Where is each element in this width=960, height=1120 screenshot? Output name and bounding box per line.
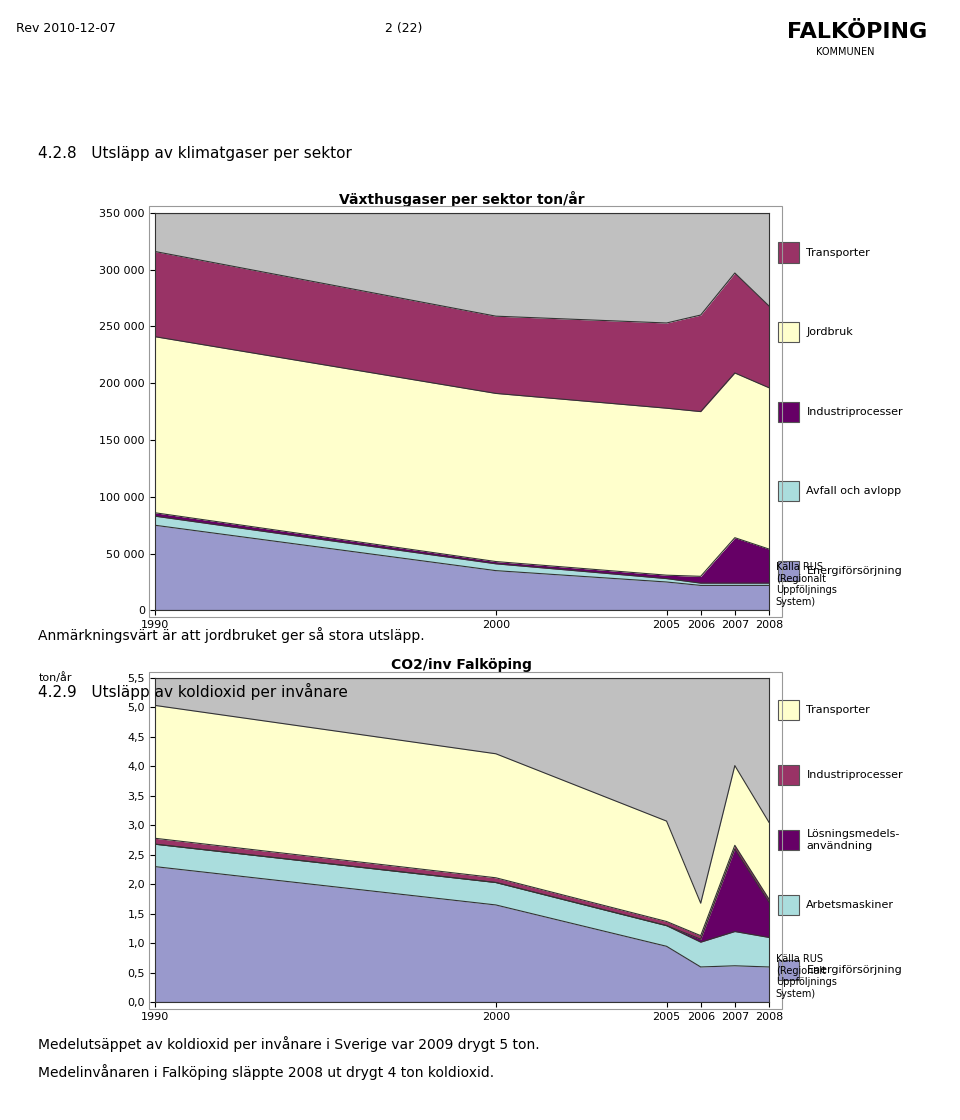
Text: 4.2.8   Utsläpp av klimatgaser per sektor: 4.2.8 Utsläpp av klimatgaser per sektor: [38, 146, 352, 160]
Text: 4.2.9   Utsläpp av koldioxid per invånare: 4.2.9 Utsläpp av koldioxid per invånare: [38, 683, 348, 700]
Text: Energiförsörjning: Energiförsörjning: [806, 965, 902, 974]
Text: Arbetsmaskiner: Arbetsmaskiner: [806, 900, 895, 909]
Title: Växthusgaser per sektor ton/år: Växthusgaser per sektor ton/år: [339, 192, 585, 207]
Text: Rev 2010-12-07: Rev 2010-12-07: [16, 22, 116, 36]
Text: Energiförsörjning: Energiförsörjning: [806, 566, 902, 576]
Text: FALKÖPING: FALKÖPING: [787, 22, 927, 43]
Text: Lösningsmedels-
användning: Lösningsmedels- användning: [806, 829, 900, 851]
Title: CO2/inv Falköping: CO2/inv Falköping: [392, 659, 532, 672]
Text: Industriprocesser: Industriprocesser: [806, 771, 903, 780]
Text: Transporter: Transporter: [806, 706, 870, 715]
Text: Källa RUS
(Regionalt
Uppföljnings
System): Källa RUS (Regionalt Uppföljnings System…: [776, 562, 836, 607]
Text: Industriprocesser: Industriprocesser: [806, 407, 903, 417]
Text: Anmärkningsvärt är att jordbruket ger så stora utsläpp.: Anmärkningsvärt är att jordbruket ger så…: [38, 627, 425, 643]
Text: Källa RUS
(Regionalt
Uppföljnings
System): Källa RUS (Regionalt Uppföljnings System…: [776, 954, 836, 999]
Text: Transporter: Transporter: [806, 248, 870, 258]
Text: 2 (22): 2 (22): [385, 22, 421, 36]
Text: Jordbruk: Jordbruk: [806, 327, 853, 337]
Text: Avfall och avlopp: Avfall och avlopp: [806, 486, 901, 496]
Text: ton/år: ton/år: [38, 672, 72, 683]
Text: Medelinvånaren i Falköping släppte 2008 ut drygt 4 ton koldioxid.: Medelinvånaren i Falköping släppte 2008 …: [38, 1064, 494, 1080]
Text: KOMMUNEN: KOMMUNEN: [816, 47, 874, 57]
Text: Medelutsäppet av koldioxid per invånare i Sverige var 2009 drygt 5 ton.: Medelutsäppet av koldioxid per invånare …: [38, 1036, 540, 1052]
